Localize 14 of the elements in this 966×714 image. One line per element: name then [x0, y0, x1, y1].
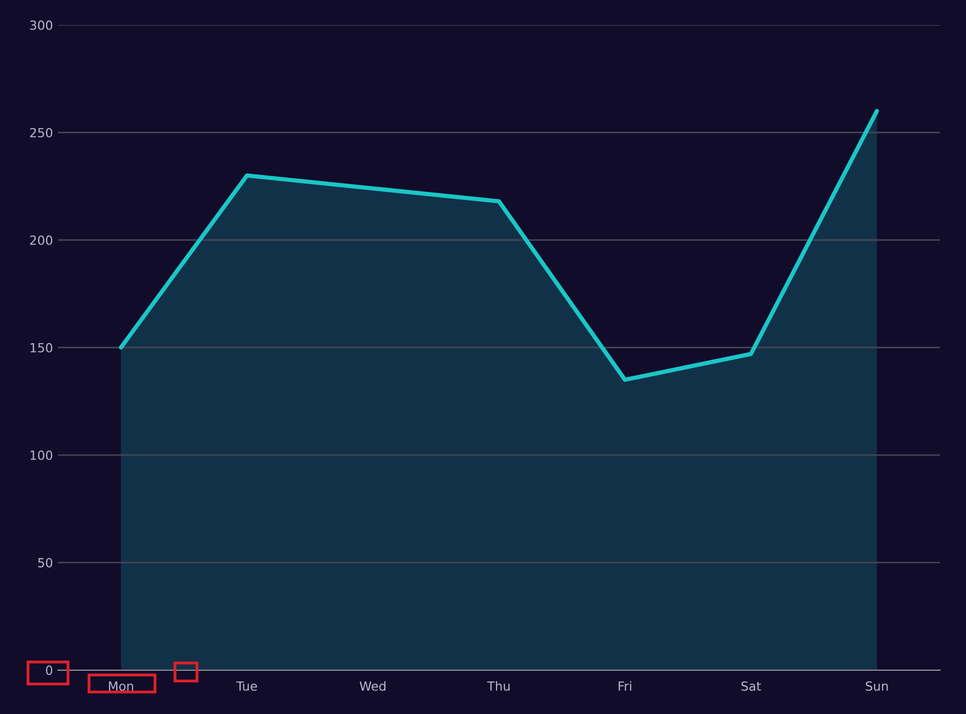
y-tick-label: 0 — [46, 665, 52, 675]
y-tick-label: 100 — [30, 450, 52, 460]
y-tick-label: 300 — [30, 20, 52, 30]
y-tick-label: 150 — [30, 342, 52, 352]
x-tick-label: Sun — [866, 681, 888, 691]
y-tick-label: 50 — [38, 558, 52, 568]
x-tick-label: Wed — [360, 681, 386, 691]
y-tick-label: 250 — [30, 128, 52, 138]
y-tick-label: 200 — [30, 235, 52, 245]
x-tick-label: Thu — [487, 681, 510, 691]
x-tick-label: Tue — [236, 682, 257, 691]
x-tick-label: Mon — [109, 682, 134, 691]
x-tick-label: Sat — [742, 681, 761, 691]
x-tick-label: Fri — [618, 681, 632, 691]
